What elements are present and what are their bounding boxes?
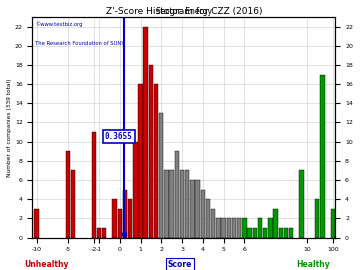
Text: 0.3655: 0.3655 xyxy=(105,132,133,141)
Bar xyxy=(320,75,325,238)
Bar xyxy=(149,65,153,238)
Bar xyxy=(258,218,262,238)
Bar xyxy=(71,170,75,238)
Bar xyxy=(91,132,96,238)
Text: Unhealthy: Unhealthy xyxy=(24,260,69,269)
Bar xyxy=(206,199,210,238)
Bar xyxy=(175,151,179,238)
Bar xyxy=(66,151,70,238)
Bar xyxy=(154,84,158,238)
Bar xyxy=(35,209,39,238)
Bar xyxy=(216,218,221,238)
Text: Healthy: Healthy xyxy=(296,260,330,269)
Bar xyxy=(300,170,304,238)
Bar xyxy=(289,228,293,238)
Bar xyxy=(133,142,138,238)
Y-axis label: Number of companies (339 total): Number of companies (339 total) xyxy=(7,78,12,177)
Bar xyxy=(159,113,163,238)
Text: The Research Foundation of SUNY: The Research Foundation of SUNY xyxy=(36,41,125,46)
Bar xyxy=(247,228,252,238)
Bar xyxy=(315,199,319,238)
Text: Score: Score xyxy=(168,260,192,269)
Title: Z'-Score Histogram for CZZ (2016): Z'-Score Histogram for CZZ (2016) xyxy=(105,7,262,16)
Bar xyxy=(112,199,117,238)
Bar xyxy=(164,170,169,238)
Bar xyxy=(190,180,195,238)
Bar xyxy=(201,190,205,238)
Bar xyxy=(263,228,267,238)
Bar xyxy=(123,190,127,238)
Bar xyxy=(138,84,143,238)
Bar xyxy=(242,218,247,238)
Bar xyxy=(185,170,189,238)
Bar xyxy=(237,218,242,238)
Bar xyxy=(144,26,148,238)
Bar xyxy=(102,228,106,238)
Bar xyxy=(268,218,273,238)
Bar xyxy=(117,209,122,238)
Text: ©www.textbiz.org: ©www.textbiz.org xyxy=(36,21,83,27)
Bar xyxy=(279,228,283,238)
Text: Sector: Energy: Sector: Energy xyxy=(156,7,212,16)
Bar xyxy=(180,170,184,238)
Bar xyxy=(227,218,231,238)
Bar xyxy=(195,180,200,238)
Bar xyxy=(211,209,215,238)
Bar xyxy=(330,209,335,238)
Bar xyxy=(170,170,174,238)
Bar xyxy=(273,209,278,238)
Bar xyxy=(97,228,101,238)
Bar xyxy=(284,228,288,238)
Bar xyxy=(253,228,257,238)
Bar xyxy=(128,199,132,238)
Bar xyxy=(221,218,226,238)
Bar xyxy=(232,218,236,238)
